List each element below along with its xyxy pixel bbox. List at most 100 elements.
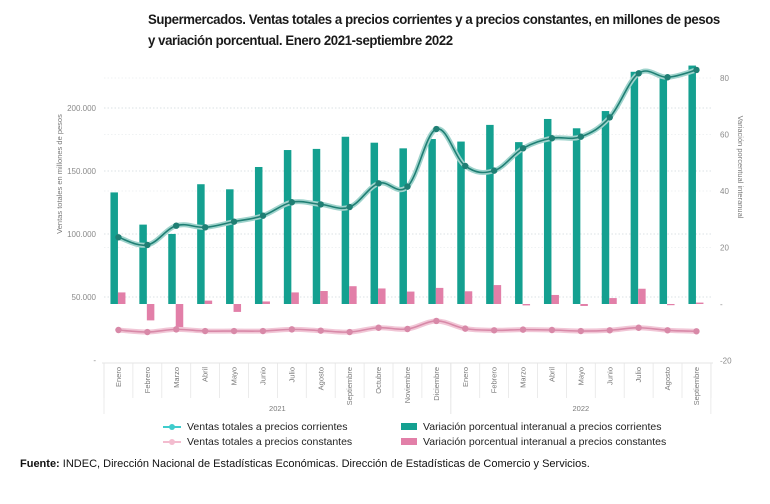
legend-item-variacion-constantes[interactable]: Variación porcentual interanual a precio… bbox=[401, 434, 666, 449]
y-tick-label: - bbox=[93, 356, 96, 365]
point-ventas-corrientes bbox=[462, 162, 469, 170]
bar-variacion-constantes bbox=[291, 292, 299, 304]
y-right-tick-label: - bbox=[720, 300, 723, 309]
point-ventas-constantes bbox=[173, 326, 180, 333]
bar-variacion-constantes bbox=[233, 304, 242, 312]
point-ventas-corrientes bbox=[288, 199, 296, 206]
bar-variacion-corrientes bbox=[283, 150, 292, 304]
legend-item-variacion-corrientes[interactable]: Variación porcentual interanual a precio… bbox=[401, 419, 666, 434]
point-ventas-constantes bbox=[404, 325, 411, 333]
x-tick-label: Enero bbox=[114, 367, 123, 387]
point-ventas-constantes bbox=[230, 327, 238, 335]
bar-variacion-corrientes bbox=[399, 148, 407, 304]
legend-bar-icon bbox=[401, 423, 417, 430]
bar-variacion-constantes bbox=[262, 301, 270, 304]
x-group-label: 2021 bbox=[269, 404, 286, 413]
x-tick-label: Febrero bbox=[143, 367, 152, 393]
point-ventas-constantes bbox=[606, 327, 613, 334]
legend-left: Ventas totales a precios corrientes Vent… bbox=[163, 419, 352, 449]
point-ventas-constantes bbox=[201, 327, 209, 335]
point-ventas-constantes bbox=[577, 327, 585, 335]
bar-variacion-corrientes bbox=[659, 76, 668, 305]
point-ventas-constantes bbox=[635, 324, 642, 331]
bar-variacion-corrientes bbox=[688, 65, 696, 304]
legend-item-ventas-constantes[interactable]: Ventas totales a precios constantes bbox=[163, 434, 352, 449]
legend-label: Ventas totales a precios corrientes bbox=[187, 420, 348, 433]
x-tick-label: Marzo bbox=[172, 367, 181, 388]
point-ventas-constantes bbox=[693, 328, 700, 335]
bar-variacion-corrientes bbox=[601, 111, 610, 305]
bar-variacion-constantes bbox=[522, 304, 531, 306]
point-ventas-corrientes bbox=[606, 114, 613, 121]
point-ventas-constantes bbox=[288, 326, 296, 333]
bar-variacion-constantes bbox=[378, 288, 386, 304]
point-ventas-constantes bbox=[317, 327, 324, 334]
bar-variacion-constantes bbox=[580, 304, 588, 306]
point-ventas-corrientes bbox=[433, 125, 440, 133]
x-tick-label: Marzo bbox=[519, 367, 528, 388]
point-ventas-corrientes bbox=[490, 167, 498, 174]
x-tick-label: Abril bbox=[201, 367, 210, 382]
point-ventas-corrientes bbox=[230, 218, 238, 225]
point-ventas-corrientes bbox=[635, 70, 642, 77]
x-group-label: 2022 bbox=[573, 404, 590, 413]
point-ventas-corrientes bbox=[201, 224, 209, 231]
bar-variacion-corrientes bbox=[254, 166, 263, 304]
point-ventas-corrientes bbox=[548, 135, 556, 142]
x-axis: Enero Febrero Marzo Abril Mayo Junio Julio Agos… bbox=[102, 362, 713, 414]
bar-variacion-corrientes bbox=[428, 139, 436, 304]
legend-item-ventas-corrientes[interactable]: Ventas totales a precios corrientes bbox=[163, 419, 352, 434]
x-tick-label: Agosto bbox=[316, 367, 325, 390]
source-label: Fuente: bbox=[20, 458, 60, 470]
x-tick-label: Octubre bbox=[374, 367, 383, 394]
bar-variacion-constantes bbox=[667, 304, 675, 306]
legend-line-icon bbox=[163, 423, 181, 430]
y-tick-label: 50.000 bbox=[72, 293, 97, 302]
x-tick-label: Septiembre bbox=[345, 367, 354, 405]
bar-variacion-constantes bbox=[320, 291, 328, 304]
point-ventas-corrientes bbox=[519, 145, 527, 152]
bar-variacion-constantes bbox=[638, 288, 646, 304]
bar-variacion-constantes bbox=[117, 292, 126, 304]
point-ventas-constantes bbox=[144, 328, 151, 336]
point-ventas-constantes bbox=[259, 327, 267, 335]
source-note: Fuente: INDEC, Dirección Nacional de Est… bbox=[20, 458, 590, 470]
point-ventas-corrientes bbox=[346, 203, 353, 211]
bar-variacion-constantes bbox=[695, 302, 704, 304]
x-tick-label: Febrero bbox=[490, 367, 499, 393]
point-ventas-corrientes bbox=[375, 180, 382, 187]
point-ventas-constantes bbox=[462, 325, 469, 332]
point-ventas-corrientes bbox=[115, 234, 122, 241]
bar-variacion-constantes bbox=[551, 294, 559, 304]
bar-variacion-constantes bbox=[464, 291, 473, 304]
y-right-tick-label: 60 bbox=[720, 131, 729, 140]
y-tick-label: 200.000 bbox=[67, 104, 96, 113]
y-tick-label: 100.000 bbox=[67, 230, 96, 239]
y-axis-left-title: Ventas totales en millones de pesos bbox=[55, 114, 64, 234]
point-ventas-constantes bbox=[433, 317, 440, 325]
x-tick-label: Junio bbox=[258, 367, 267, 385]
bar-variacion-corrientes bbox=[197, 184, 205, 304]
point-ventas-corrientes bbox=[173, 222, 180, 229]
y-axis-left: - 50.000 100.000 150.000 200.000 bbox=[67, 104, 96, 365]
point-ventas-corrientes bbox=[317, 201, 324, 208]
bar-variacion-constantes bbox=[204, 300, 213, 304]
bar-variacion-constantes bbox=[493, 285, 502, 304]
x-tick-label: Noviembre bbox=[403, 367, 412, 403]
point-ventas-constantes bbox=[375, 324, 382, 331]
bar-variacion-constantes bbox=[435, 287, 444, 304]
bar-variacion-corrientes bbox=[139, 224, 147, 304]
chart-title: Supermercados. Ventas totales a precios … bbox=[148, 12, 720, 49]
y-tick-label: 150.000 bbox=[67, 167, 96, 176]
x-tick-label: Enero bbox=[461, 367, 470, 387]
point-ventas-constantes bbox=[548, 326, 556, 334]
point-ventas-constantes bbox=[519, 326, 527, 333]
x-tick-label: Diciembre bbox=[432, 367, 441, 401]
legend-label: Variación porcentual interanual a precio… bbox=[423, 435, 667, 448]
point-ventas-corrientes bbox=[404, 183, 411, 190]
legend-bar-icon bbox=[401, 438, 417, 445]
bar-variacion-corrientes bbox=[515, 142, 523, 304]
y-axis-right-title: Variación porcentual interanual bbox=[736, 116, 745, 219]
bar-variacion-corrientes bbox=[312, 148, 321, 304]
